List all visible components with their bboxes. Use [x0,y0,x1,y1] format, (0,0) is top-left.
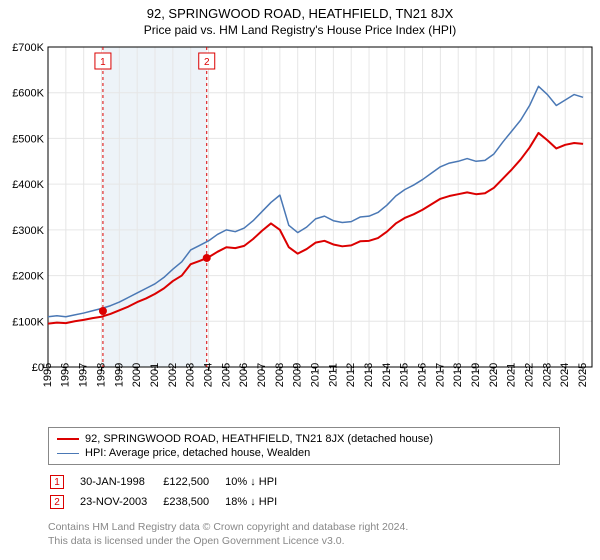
legend-label: HPI: Average price, detached house, Weal… [85,447,310,459]
svg-text:2: 2 [204,57,210,68]
svg-text:£400K: £400K [12,179,44,191]
legend-row: HPI: Average price, detached house, Weal… [57,446,551,460]
event-price: £238,500 [163,493,223,511]
svg-text:2015: 2015 [399,363,411,387]
svg-text:£600K: £600K [12,88,44,100]
svg-text:2021: 2021 [506,363,518,387]
legend-swatch [57,453,79,454]
svg-text:2004: 2004 [202,363,214,387]
svg-text:1996: 1996 [60,363,72,387]
svg-text:2014: 2014 [381,363,393,387]
svg-text:2019: 2019 [470,363,482,387]
event-marker: 1 [50,475,64,489]
svg-text:2017: 2017 [434,363,446,387]
event-price: £122,500 [163,473,223,491]
svg-text:2024: 2024 [559,363,571,387]
legend-swatch [57,438,79,440]
svg-text:2020: 2020 [488,363,500,387]
svg-text:1999: 1999 [113,363,125,387]
svg-text:2016: 2016 [416,363,428,387]
svg-text:2000: 2000 [131,363,143,387]
events-table: 1 30-JAN-1998£122,50010% ↓ HPI 2 23-NOV-200… [48,471,293,513]
svg-text:£100K: £100K [12,316,44,328]
svg-text:2003: 2003 [185,363,197,387]
svg-text:1: 1 [100,57,106,68]
event-row: 2 23-NOV-2003£238,50018% ↓ HPI [50,493,291,511]
footnote-line: This data is licensed under the Open Gov… [48,535,560,549]
footnote: Contains HM Land Registry data © Crown c… [48,521,560,548]
svg-text:£200K: £200K [12,271,44,283]
event-row: 1 30-JAN-1998£122,50010% ↓ HPI [50,473,291,491]
page-subtitle: Price paid vs. HM Land Registry's House … [0,21,600,41]
svg-text:2009: 2009 [292,363,304,387]
svg-text:2025: 2025 [577,363,589,387]
svg-text:2002: 2002 [167,363,179,387]
svg-text:2010: 2010 [309,363,321,387]
svg-text:2013: 2013 [363,363,375,387]
chart-svg: £0£100K£200K£300K£400K£500K£600K£700K199… [0,41,600,421]
event-date: 23-NOV-2003 [80,493,161,511]
svg-text:2005: 2005 [220,363,232,387]
svg-text:1998: 1998 [95,363,107,387]
svg-text:2008: 2008 [274,363,286,387]
event-date: 30-JAN-1998 [80,473,161,491]
svg-text:2006: 2006 [238,363,250,387]
legend-row: 92, SPRINGWOOD ROAD, HEATHFIELD, TN21 8J… [57,432,551,446]
legend-label: 92, SPRINGWOOD ROAD, HEATHFIELD, TN21 8J… [85,433,433,445]
page-title: 92, SPRINGWOOD ROAD, HEATHFIELD, TN21 8J… [0,0,600,21]
svg-text:2022: 2022 [523,363,535,387]
svg-text:2023: 2023 [541,363,553,387]
svg-text:£700K: £700K [12,42,44,54]
svg-text:£500K: £500K [12,133,44,145]
footnote-line: Contains HM Land Registry data © Crown c… [48,521,560,535]
event-delta: 18% ↓ HPI [225,493,291,511]
chart-legend: 92, SPRINGWOOD ROAD, HEATHFIELD, TN21 8J… [48,427,560,465]
event-marker: 2 [50,495,64,509]
svg-text:2018: 2018 [452,363,464,387]
svg-text:£300K: £300K [12,225,44,237]
svg-text:2001: 2001 [149,363,161,387]
svg-text:2007: 2007 [256,363,268,387]
svg-text:1997: 1997 [78,363,90,387]
price-chart: £0£100K£200K£300K£400K£500K£600K£700K199… [0,41,600,421]
event-delta: 10% ↓ HPI [225,473,291,491]
svg-text:2012: 2012 [345,363,357,387]
